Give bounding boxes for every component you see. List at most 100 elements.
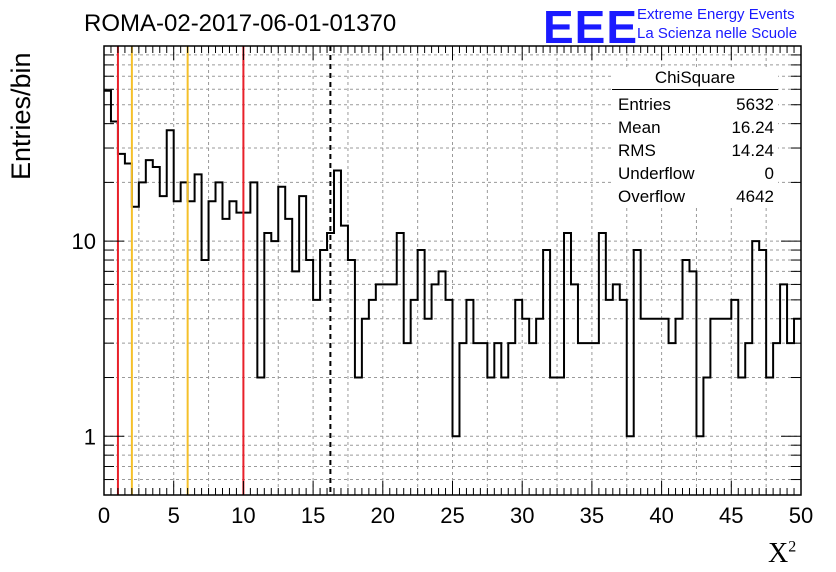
histogram-bin [216,182,223,495]
stats-value: 14.24 [731,141,774,160]
histogram-bin [669,343,676,495]
histogram-bin [125,163,132,495]
histogram-bin [264,233,271,495]
histogram-bin [641,319,648,495]
histogram-bin [606,300,613,495]
histogram-bin [250,182,257,495]
histogram-bin [285,219,292,495]
y-tick-label: 1 [84,424,96,449]
histogram-bin [181,182,188,495]
stats-value: 5632 [736,95,774,114]
eee-logo-line2: La Scienza nelle Scuole [637,25,798,42]
histogram-bin [222,219,229,495]
histogram-bin [160,196,167,495]
histogram-bin [550,378,557,495]
histogram-bin [195,174,202,495]
histogram-bin [710,319,717,495]
histogram-bin [585,343,592,495]
histogram-bin [536,319,543,495]
histogram-bin [390,284,397,495]
histogram-bin [459,343,466,495]
histogram-bin [243,213,250,495]
histogram-bin [780,284,787,495]
x-tick-label: 15 [301,503,325,528]
histogram-bin [745,343,752,495]
histogram-bin [592,343,599,495]
x-axis-label: X2 [768,538,796,570]
histogram-bin [683,260,690,495]
histogram-bin [662,319,669,495]
x-tick-label: 45 [719,503,743,528]
histogram-bin [676,319,683,495]
histogram-bin [432,284,439,495]
histogram-bin [508,343,515,495]
histogram-bin [446,300,453,495]
y-axis-label: Entries/bin [6,52,36,180]
histogram-bin [613,284,620,495]
x-axis-label-superscript: 2 [788,538,797,556]
histogram-bin [334,171,341,495]
histogram-bin [313,300,320,495]
histogram-bin [543,250,550,495]
histogram-bin [564,233,571,495]
x-tick-label: 30 [510,503,534,528]
statistics-box: ChiSquare Entries 5632 Mean 16.24 RMS 14.24… [612,68,778,208]
stats-value: 0 [764,164,774,183]
histogram-bin [731,300,738,495]
histogram-bin [209,201,216,495]
histogram-bin [299,196,306,495]
histogram-bin [139,182,146,495]
histogram-bin [271,241,278,495]
eee-logo-mark: EEE [543,1,639,53]
histogram-bin [418,250,425,495]
histogram-bin [773,343,780,495]
histogram-bin [501,378,508,495]
x-tick-label: 25 [440,503,464,528]
histogram-bin [355,378,362,495]
stats-value: 4642 [736,187,774,206]
histogram-bin [787,343,794,495]
x-tick-label: 40 [649,503,673,528]
stats-label: Overflow [618,187,686,206]
histogram-bin [494,343,501,495]
histogram-bin [578,343,585,495]
histogram-bin [153,167,160,495]
stats-row-overflow: Overflow 4642 [612,185,778,208]
histogram-bin [696,436,703,495]
histogram-bin [752,241,759,495]
histogram-bin [404,343,411,495]
histogram-bin [634,250,641,495]
histogram-bin [571,284,578,495]
histogram-bin [689,271,696,495]
histogram-bin [717,319,724,495]
histogram-bin [202,260,209,495]
y-tick-label: 10 [72,229,96,254]
histogram-bin [529,343,536,495]
histogram-bin [292,271,299,495]
histogram-bin [376,284,383,495]
plot-title: ROMA-02-2017-06-01-01370 [84,10,397,37]
histogram-bin [620,300,627,495]
histogram-bin [341,226,348,495]
histogram-bin [257,378,264,495]
stats-label: Mean [618,118,661,137]
histogram-series [104,89,801,438]
x-tick-label: 50 [789,503,813,528]
histogram-bin [515,300,522,495]
histogram-bin [557,378,564,495]
histogram-bin [439,271,446,495]
histogram-bin [320,250,327,495]
histogram-bin [453,436,460,495]
histogram-bin [104,91,111,495]
stats-row-entries: Entries 5632 [612,93,778,116]
stats-label: RMS [618,141,656,160]
stats-row-rms: RMS 14.24 [612,139,778,162]
histogram-bin [229,201,236,495]
histogram-bin [473,343,480,495]
histogram-bin [146,160,153,495]
histogram-bin [648,319,655,495]
stats-header: ChiSquare [612,68,778,90]
x-tick-label: 10 [231,503,255,528]
histogram-bin [466,300,473,495]
